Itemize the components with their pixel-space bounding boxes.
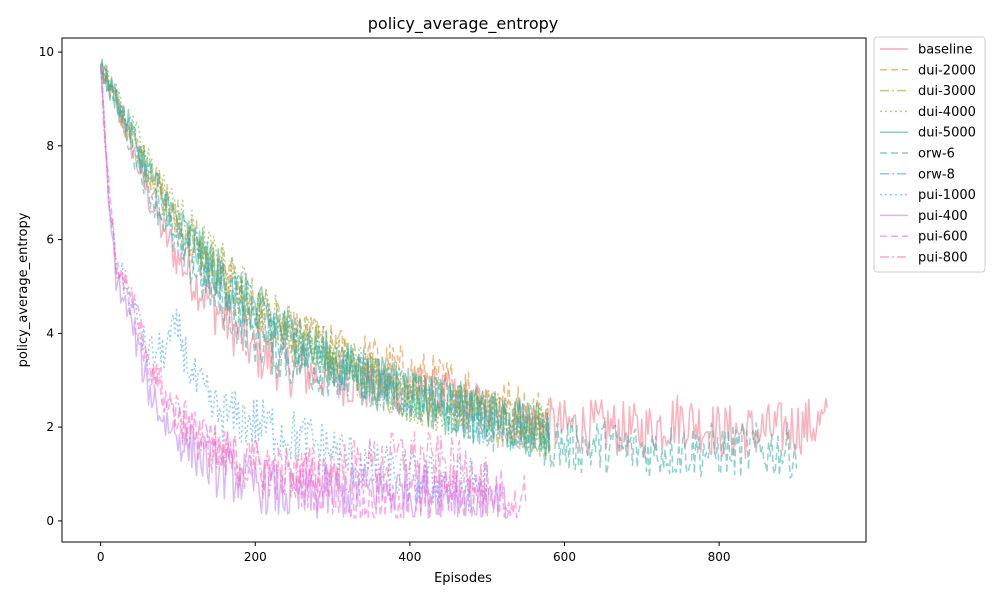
plot-frame-border: [61, 37, 867, 543]
series-line-dui-4000: [99, 64, 550, 452]
x-tick-label: 400: [398, 550, 421, 564]
x-axis-label: Episodes: [434, 571, 492, 586]
legend-label-orw-8: orw-8: [918, 167, 955, 182]
y-axis-label: policy_average_entropy: [16, 212, 31, 367]
legend-label-pui-600: pui-600: [918, 230, 968, 245]
x-axis-ticks: 0 200 400 600 800: [97, 542, 731, 564]
y-tick-label: 4: [46, 326, 54, 340]
y-tick-label: 0: [46, 514, 54, 528]
legend-label-pui-800: pui-800: [918, 251, 968, 266]
legend-label-orw-6: orw-6: [918, 147, 955, 162]
legend-label-baseline: baseline: [918, 43, 972, 58]
legend: baseline dui-2000 dui-3000 dui-4000 dui-5000…: [873, 36, 986, 273]
series-line-pui-600: [99, 66, 527, 520]
legend-label-dui-3000: dui-3000: [918, 84, 976, 99]
legend-label-dui-4000: dui-4000: [918, 105, 976, 120]
y-tick-label: 2: [46, 420, 54, 434]
series-line-orw-6: [99, 65, 798, 479]
legend-label-pui-400: pui-400: [918, 209, 968, 224]
x-tick-label: 600: [553, 550, 576, 564]
plot-area: [62, 38, 866, 542]
legend-label-dui-2000: dui-2000: [918, 63, 976, 78]
y-tick-label: 6: [46, 233, 54, 247]
series-layer: [99, 58, 829, 520]
legend-label-dui-5000: dui-5000: [918, 126, 976, 141]
series-line-pui-800: [99, 66, 488, 505]
y-tick-label: 10: [39, 45, 54, 59]
legend-label-pui-1000: pui-1000: [918, 188, 976, 203]
series-line-orw-8: [99, 58, 550, 457]
y-axis-ticks: 0 2 4 6 8 10: [39, 45, 62, 528]
legend-box: [873, 36, 986, 273]
x-tick-label: 0: [97, 550, 105, 564]
chart-title: policy_average_entropy: [368, 14, 559, 34]
x-tick-label: 200: [244, 550, 267, 564]
x-tick-label: 800: [708, 550, 731, 564]
y-tick-label: 8: [46, 139, 54, 153]
